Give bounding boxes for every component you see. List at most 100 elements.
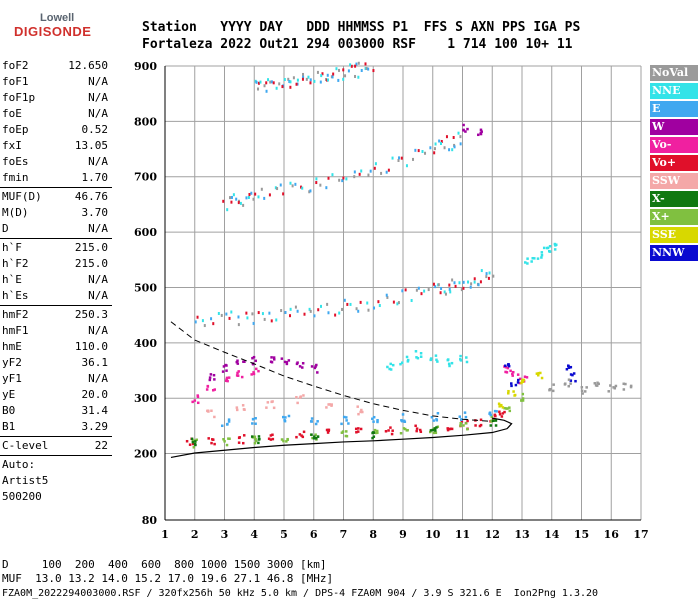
param-value: 215.0 — [74, 241, 108, 254]
multihop-echo — [259, 80, 262, 84]
echo-point — [196, 401, 200, 405]
param-value: 12.650 — [68, 59, 108, 72]
param-row: foEs N/A — [0, 154, 112, 170]
echo-point — [296, 401, 299, 405]
param-name: h`E — [2, 273, 22, 286]
param-name: MUF(D) — [2, 190, 42, 203]
multihop-echo — [276, 187, 279, 191]
multihop-echo — [288, 79, 291, 83]
multihop-echo — [235, 197, 238, 201]
sidebar-divider — [0, 436, 112, 437]
echo-point — [504, 364, 507, 367]
echo-point — [480, 130, 483, 133]
echo-point — [250, 435, 254, 438]
echo-point — [237, 441, 241, 444]
echo-point — [190, 437, 194, 441]
multihop-echo — [222, 199, 225, 203]
multihop-echo — [289, 181, 292, 185]
multihop-echo — [325, 186, 328, 190]
multihop-echo — [334, 313, 337, 317]
multihop-echo — [477, 283, 480, 287]
multihop-echo — [291, 184, 294, 188]
echo-point — [479, 423, 483, 427]
echo-point — [494, 419, 498, 422]
echo-point — [553, 248, 557, 251]
echo-point — [281, 415, 285, 419]
echo-point — [462, 424, 465, 427]
multihop-echo — [353, 170, 356, 174]
echo-point — [372, 415, 376, 419]
echo-point — [569, 382, 572, 385]
multihop-echo — [347, 69, 350, 73]
multihop-echo — [242, 203, 245, 207]
echo-point — [309, 420, 313, 423]
echo-point — [316, 420, 319, 423]
echo-point — [389, 362, 392, 366]
echo-point — [225, 369, 228, 372]
param-row: fmin 1.70 — [0, 170, 112, 186]
echo-point — [464, 422, 468, 425]
echo-point — [430, 415, 434, 419]
y-tick-label: 400 — [134, 337, 157, 350]
param-value: 13.05 — [74, 139, 108, 152]
multihop-echo — [332, 72, 335, 76]
echo-point — [265, 406, 268, 409]
echo-point — [210, 441, 213, 445]
multihop-echo — [248, 192, 251, 196]
echo-point — [447, 362, 451, 366]
echo-point — [207, 410, 210, 413]
multihop-echo — [412, 157, 415, 161]
multihop-echo — [343, 298, 346, 302]
multihop-echo — [451, 148, 454, 152]
multihop-echo — [331, 173, 334, 177]
multihop-echo — [317, 308, 320, 312]
multihop-echo — [341, 179, 344, 183]
echo-point — [474, 424, 477, 427]
echo-point — [466, 419, 469, 423]
multihop-echo — [405, 164, 408, 168]
echo-point — [325, 428, 329, 432]
param-name: foF1 — [2, 75, 29, 88]
echo-point — [251, 356, 254, 360]
multihop-echo — [316, 70, 319, 74]
multihop-echo — [438, 139, 441, 143]
echo-point — [493, 413, 497, 417]
multihop-echo — [263, 84, 266, 88]
multihop-echo — [230, 310, 233, 314]
x-tick-label: 14 — [544, 528, 560, 541]
multihop-echo — [309, 309, 312, 313]
echo-point — [284, 416, 287, 419]
echo-point — [433, 427, 437, 430]
echo-point — [226, 379, 229, 383]
echo-point — [490, 419, 493, 423]
multihop-echo — [278, 82, 281, 86]
echo-point — [359, 427, 363, 431]
multihop-echo — [346, 302, 349, 306]
echo-point — [526, 257, 529, 260]
multihop-echo — [444, 292, 447, 296]
param-row: foF1 N/A — [0, 74, 112, 90]
echo-point — [539, 371, 542, 375]
multihop-echo — [366, 301, 369, 305]
echo-point — [540, 256, 543, 259]
legend-item: E — [650, 101, 698, 117]
x-tick-label: 5 — [280, 528, 288, 541]
echo-point — [552, 383, 555, 386]
echo-point — [419, 355, 423, 358]
param-name: C-level — [2, 439, 49, 452]
echo-point — [531, 256, 534, 260]
echo-point — [225, 443, 229, 447]
echo-point — [213, 388, 217, 391]
multihop-echo — [229, 196, 232, 200]
echo-point — [282, 439, 285, 443]
x-tick-label: 7 — [340, 528, 348, 541]
multihop-echo — [364, 62, 367, 66]
multihop-echo — [301, 186, 304, 190]
legend-item: NoVal — [650, 65, 698, 81]
echo-point — [518, 381, 521, 385]
x-tick-label: 17 — [633, 528, 648, 541]
echo-point — [250, 373, 253, 376]
echo-point — [553, 242, 557, 246]
param-row: foE N/A — [0, 106, 112, 122]
echo-point — [270, 356, 273, 359]
